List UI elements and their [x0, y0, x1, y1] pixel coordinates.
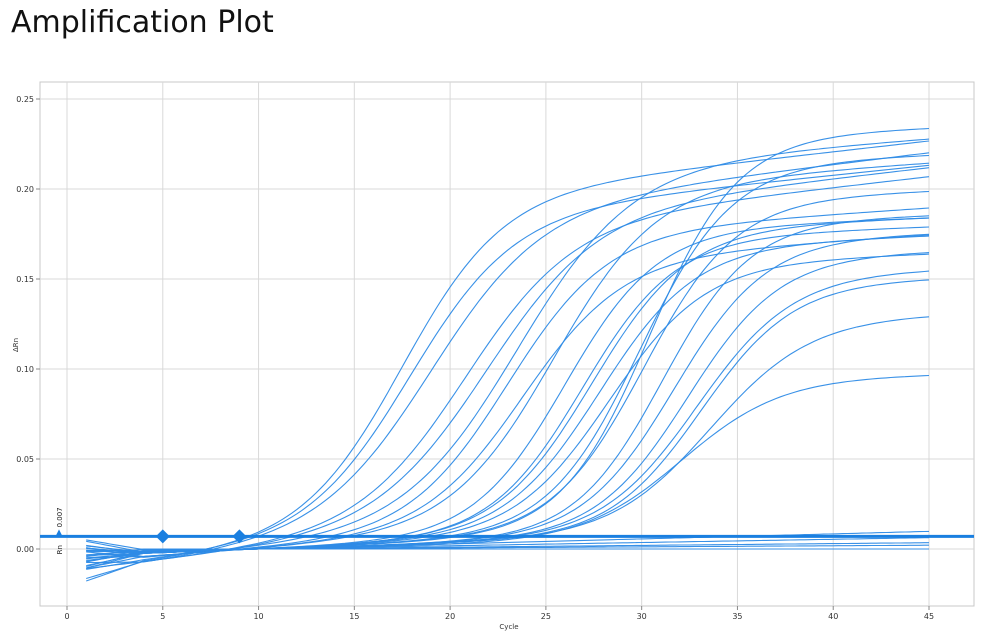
- amplification-curve: [86, 548, 929, 558]
- y-tick-label: 0.05: [16, 455, 34, 464]
- baseline-marker[interactable]: [232, 529, 247, 544]
- x-tick-label: 40: [828, 612, 838, 621]
- y-tick-label: 0.15: [16, 275, 34, 284]
- x-tick-label: 0: [64, 612, 69, 621]
- x-tick-label: 35: [732, 612, 742, 621]
- x-tick-label: 20: [445, 612, 455, 621]
- page-title: Amplification Plot: [11, 5, 274, 40]
- x-tick-label: 25: [541, 612, 551, 621]
- amplification-curve: [86, 152, 930, 564]
- x-tick-label: 30: [637, 612, 647, 621]
- y-axis-label: ΔRn: [12, 338, 20, 352]
- y-tick-label: 0.00: [16, 545, 34, 554]
- y-axis-ticks: 0.00 0.05 0.10 0.15 0.20 0.25: [16, 95, 40, 554]
- amplification-curves: [86, 127, 930, 582]
- x-axis-ticks: 0 5 10 15 20 25 30 35 40 45: [64, 606, 934, 621]
- x-tick-label: 5: [160, 612, 165, 621]
- plot-frame: [39, 81, 975, 607]
- threshold-layer[interactable]: 0.007 Rn: [40, 507, 974, 554]
- y-tick-label: 0.20: [16, 185, 34, 194]
- rn-marker-label: Rn: [56, 545, 64, 554]
- threshold-value-label: 0.007: [56, 507, 64, 527]
- x-tick-label: 15: [349, 612, 359, 621]
- x-tick-label: 10: [253, 612, 263, 621]
- y-tick-label: 0.10: [16, 365, 34, 374]
- x-tick-label: 45: [924, 612, 934, 621]
- threshold-handle[interactable]: [56, 529, 62, 536]
- baseline-marker[interactable]: [155, 529, 170, 544]
- y-tick-label: 0.25: [16, 95, 34, 104]
- x-axis-label: Cycle: [499, 623, 518, 631]
- amplification-curve: [86, 164, 930, 570]
